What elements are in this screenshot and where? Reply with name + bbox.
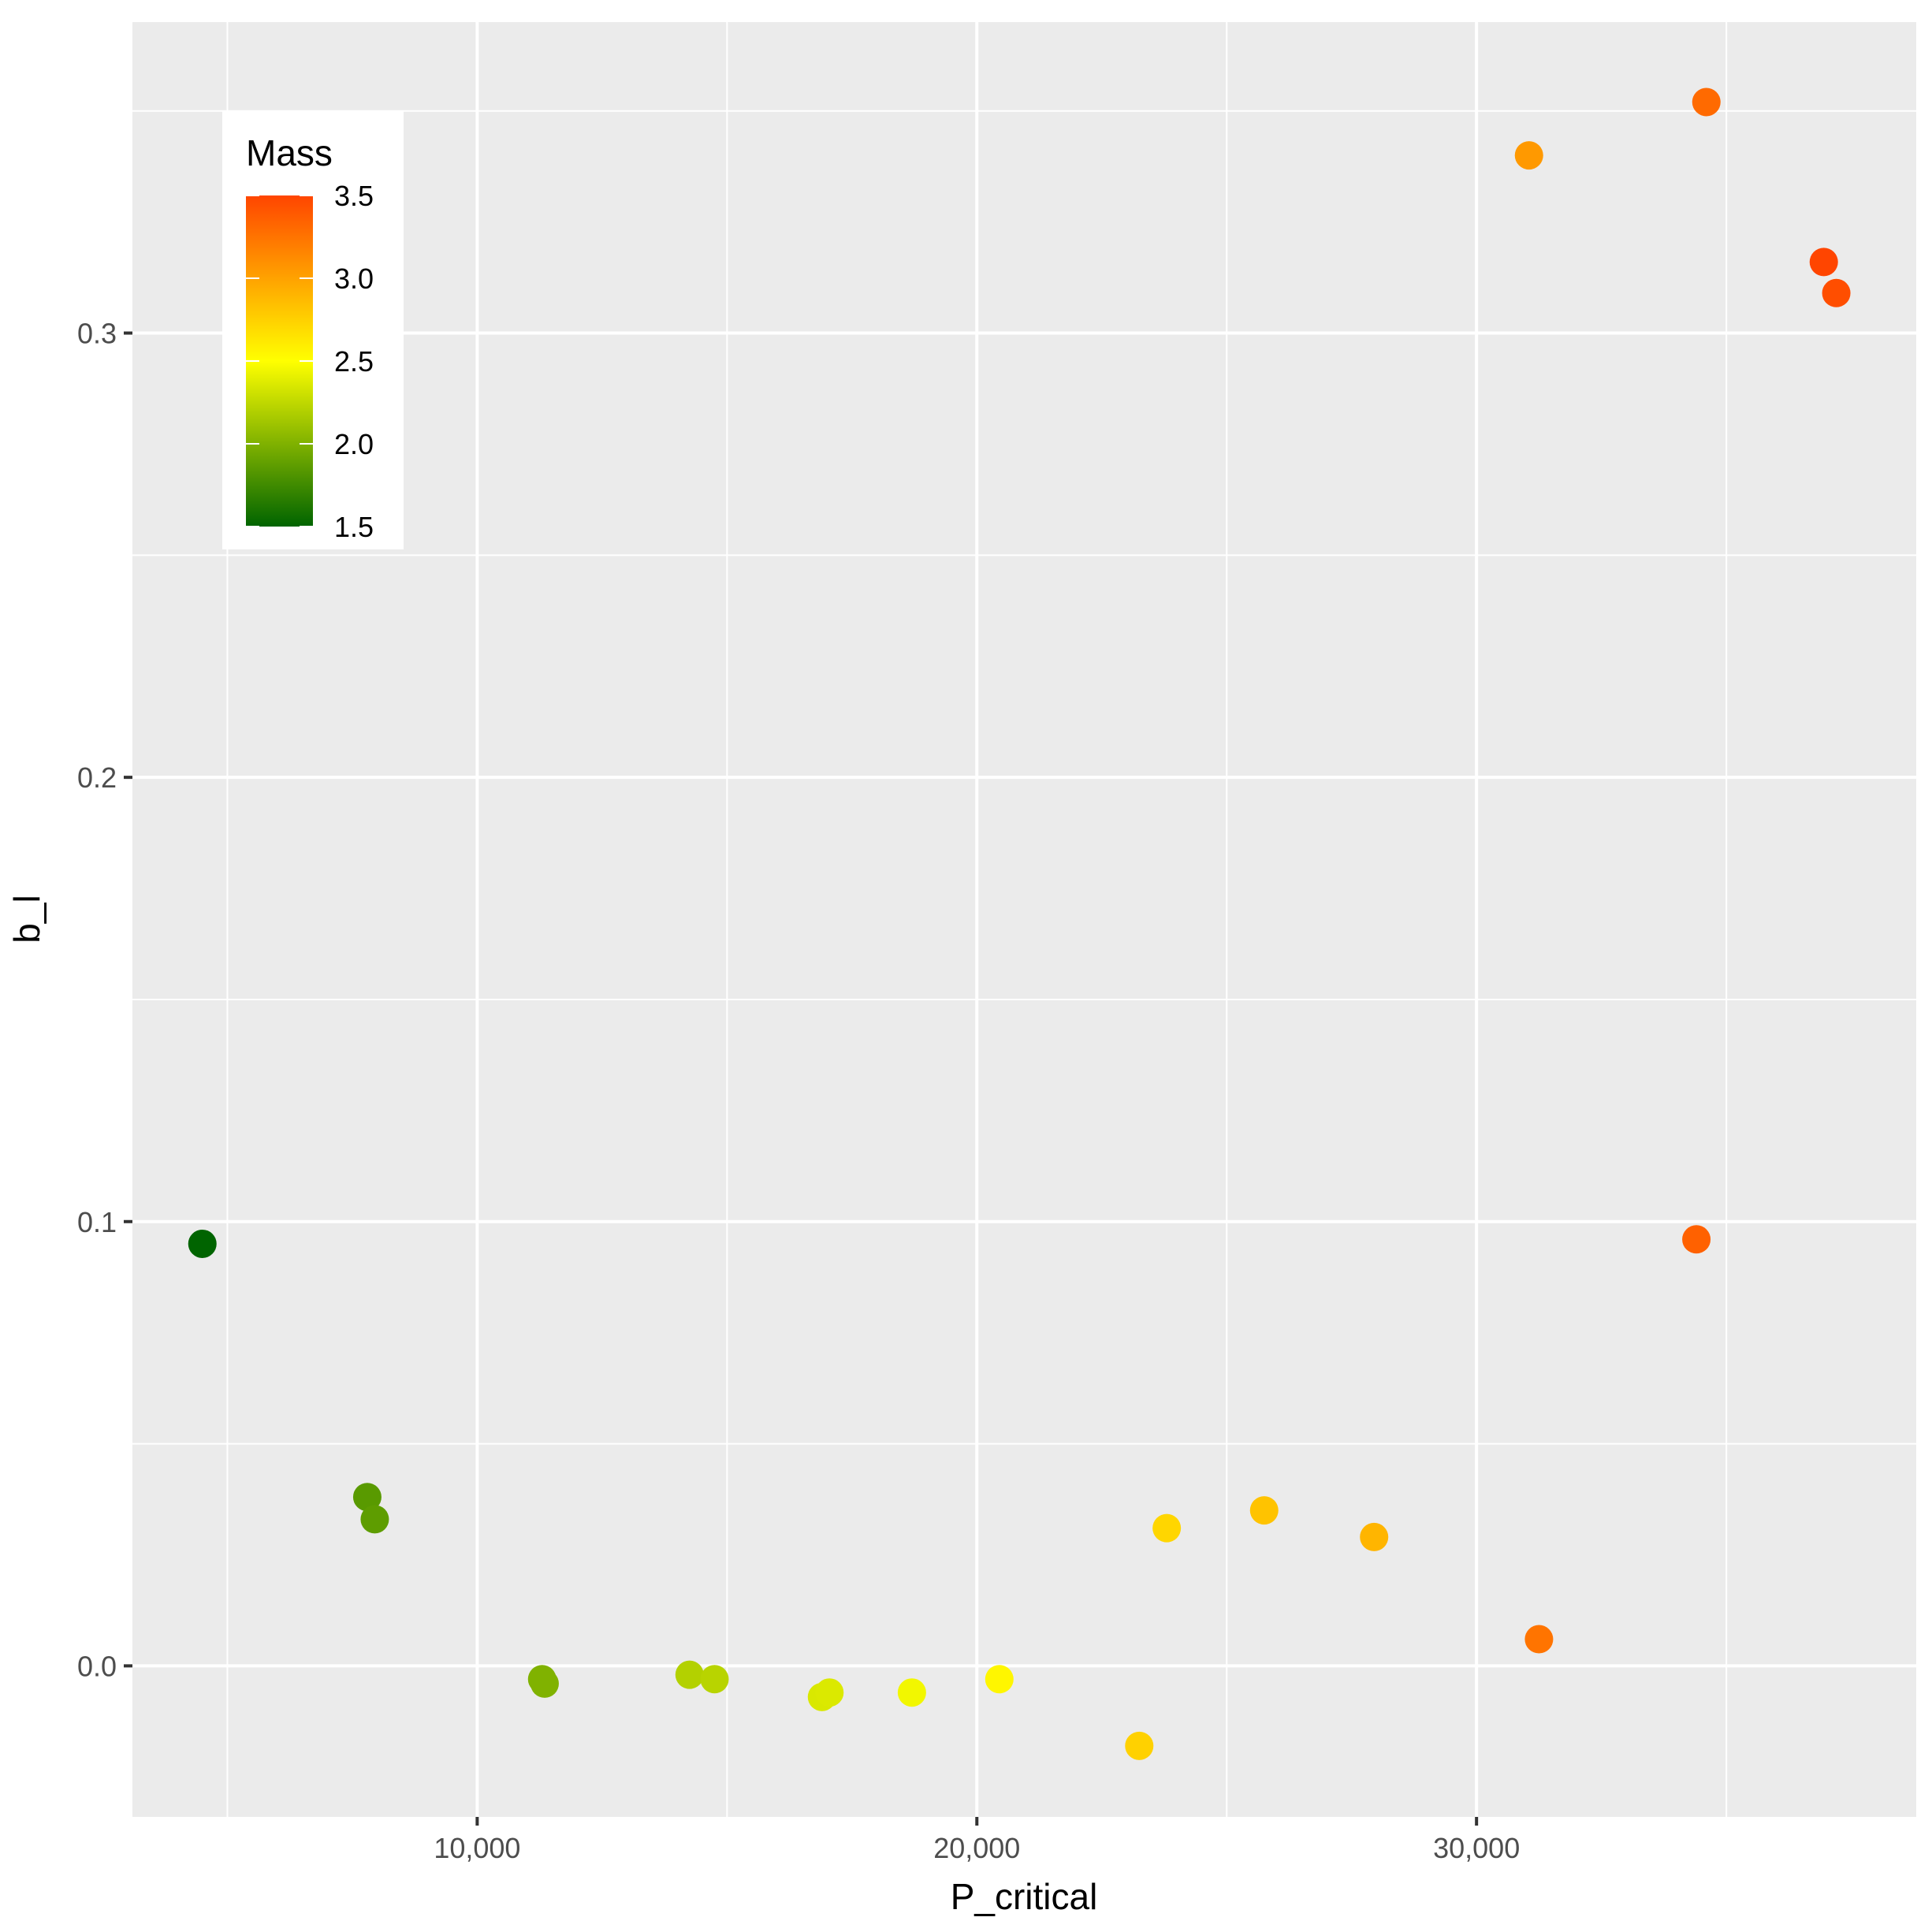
colorbar-tick-label: 1.5 [334, 511, 374, 543]
x-tick-label: 10,000 [434, 1832, 520, 1864]
legend-title: Mass [246, 132, 333, 173]
major-gridlines [132, 22, 1916, 1817]
data-point [360, 1505, 389, 1534]
data-points [188, 87, 1851, 1760]
colorbar-tick-label: 2.5 [334, 345, 374, 378]
data-point [1360, 1522, 1389, 1551]
data-point [700, 1665, 729, 1694]
y-tick-label: 0.2 [77, 761, 117, 794]
data-point [352, 1483, 382, 1512]
data-point [1125, 1731, 1154, 1760]
x-axis-title: P_critical [951, 1876, 1098, 1917]
data-point [675, 1660, 704, 1689]
data-point [1682, 1225, 1711, 1254]
data-point [1524, 1625, 1554, 1654]
data-point [897, 1678, 926, 1707]
minor-gridlines [132, 22, 1916, 1817]
data-point [1152, 1513, 1182, 1543]
data-point [1822, 278, 1851, 307]
data-point [985, 1665, 1014, 1694]
data-point [1514, 141, 1543, 170]
x-axis: 10,000 20,000 30,000 [434, 1817, 1520, 1864]
data-point [815, 1678, 844, 1707]
colorbar-tick-label: 3.5 [334, 180, 374, 212]
data-point [188, 1229, 217, 1258]
y-tick-label: 0.0 [77, 1650, 117, 1682]
x-tick-label: 30,000 [1433, 1832, 1520, 1864]
y-tick-label: 0.3 [77, 318, 117, 350]
data-point [530, 1669, 559, 1698]
y-tick-label: 0.1 [77, 1206, 117, 1238]
colorbar-tick-label: 2.0 [334, 428, 374, 460]
colorbar-legend: Mass 1.5 2.0 2.5 3.0 3.5 [222, 110, 404, 549]
x-tick-label: 20,000 [933, 1832, 1020, 1864]
data-point [1809, 248, 1838, 277]
colorbar-ticks: 1.5 2.0 2.5 3.0 3.5 [246, 180, 374, 543]
data-point [1249, 1496, 1279, 1525]
y-axis-title: b_l [6, 895, 47, 943]
plot-panel [132, 22, 1916, 1817]
data-point [1692, 87, 1721, 117]
y-axis: 0.0 0.1 0.2 0.3 [77, 318, 132, 1682]
colorbar-tick-label: 3.0 [334, 262, 374, 295]
